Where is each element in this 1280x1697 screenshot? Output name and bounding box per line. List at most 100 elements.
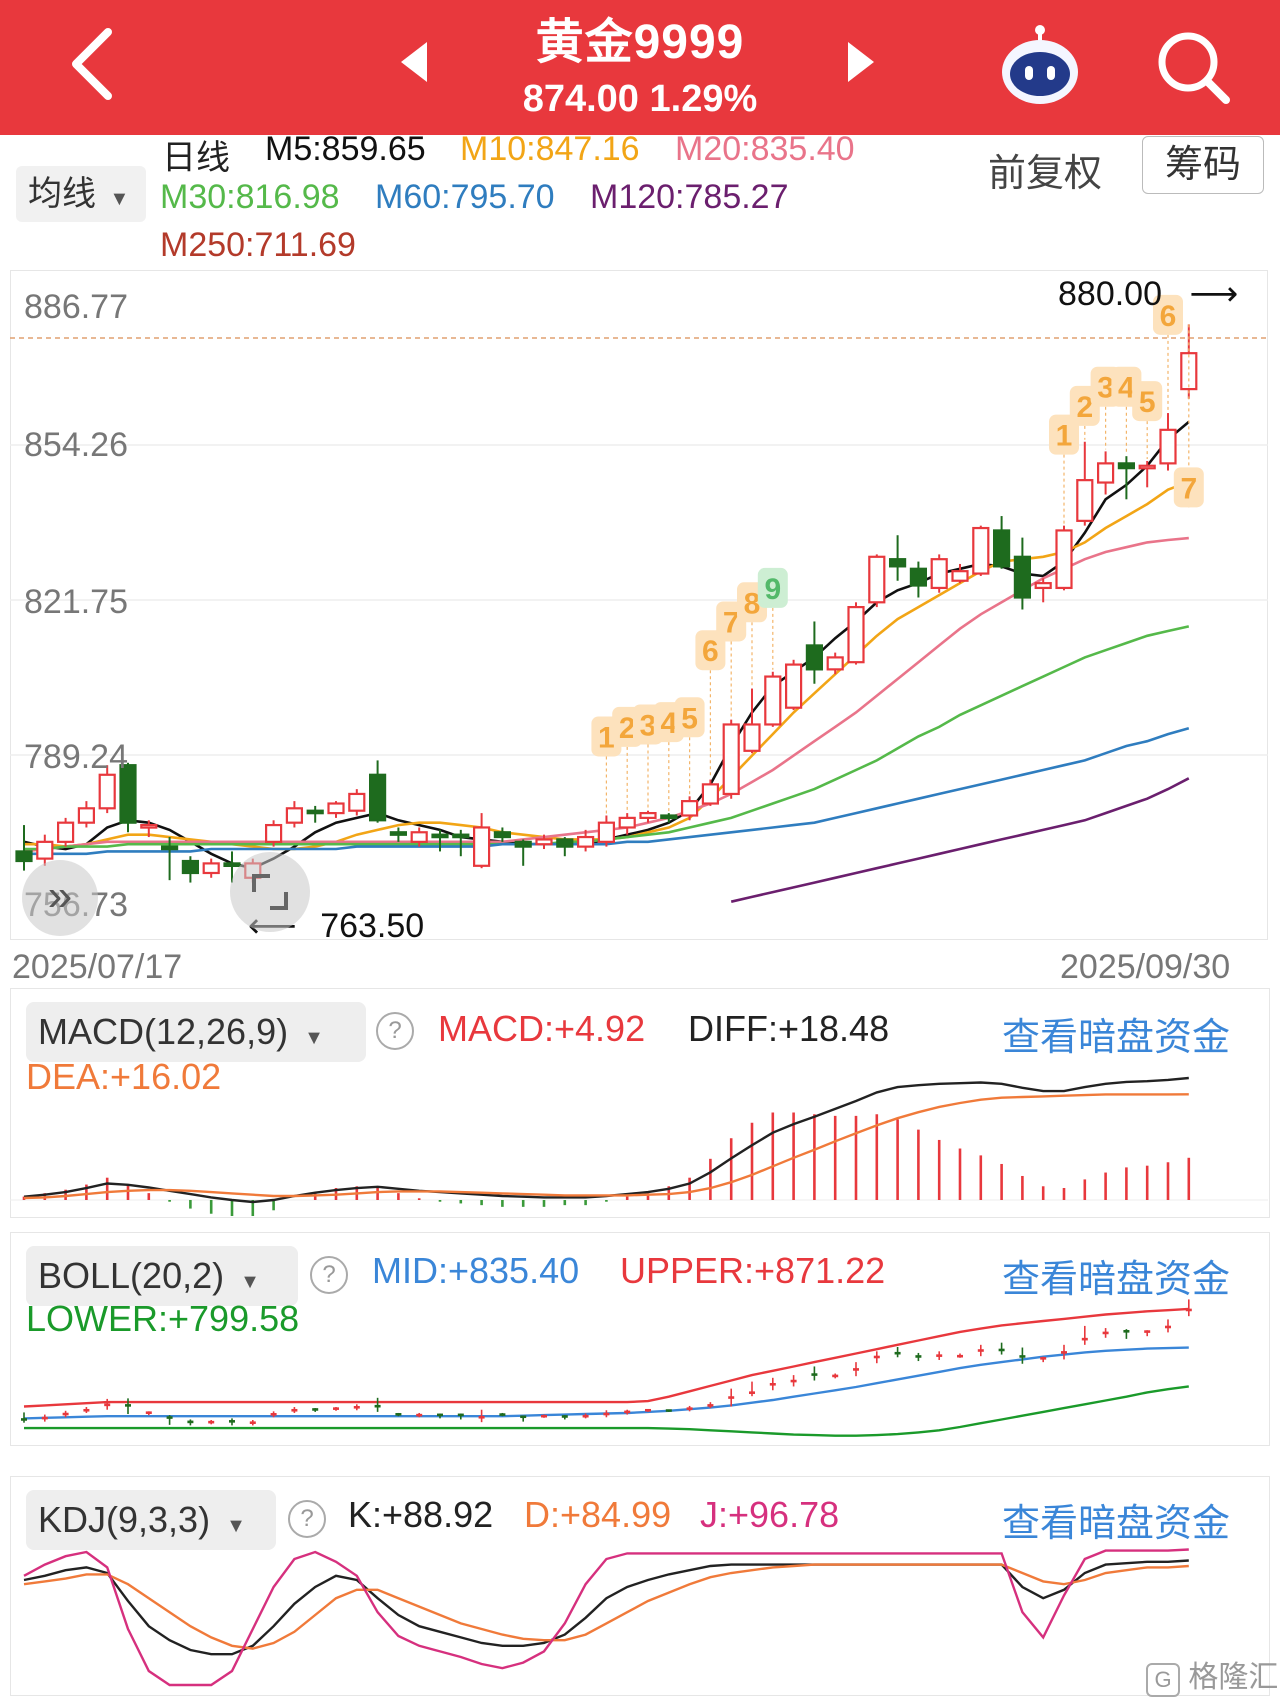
caret-down-icon: ▼ [226, 1515, 246, 1537]
boll-candle [1040, 1356, 1047, 1363]
boll-name: BOLL(20,2) [38, 1255, 225, 1296]
candle [327, 801, 345, 818]
marker-label: 9 [764, 573, 781, 606]
boll-candle [353, 1404, 360, 1411]
kdj-indicator-dropdown[interactable]: KDJ(9,3,3) ▼ [26, 1490, 276, 1550]
boll-candle [665, 1409, 672, 1412]
boll-candle [125, 1398, 131, 1415]
candle-body [868, 555, 886, 604]
boll-indicator-dropdown[interactable]: BOLL(20,2) ▼ [26, 1246, 298, 1306]
candle-body [98, 773, 116, 810]
candle-body [473, 826, 491, 867]
indicator-dropdown[interactable]: 均线 ▼ [16, 166, 146, 222]
boll-candle [249, 1419, 256, 1426]
marker-label: 7 [1180, 472, 1197, 505]
candle-body [743, 723, 761, 752]
sequence-marker: 1 [1049, 414, 1079, 524]
assistant-button[interactable] [995, 20, 1085, 110]
double-chevron-right-icon: » [47, 871, 73, 920]
candle [618, 813, 636, 835]
candle [1159, 413, 1177, 471]
candle [576, 829, 595, 852]
candle [1013, 537, 1032, 610]
sequence-marker: 5 [1132, 381, 1163, 459]
candle-body [36, 840, 54, 860]
ma-legend-m120: M120:785.27 [590, 178, 789, 216]
expand-sidebar-button[interactable]: » [22, 860, 98, 936]
boll-candle [333, 1407, 339, 1411]
fullscreen-button[interactable] [230, 852, 310, 932]
marker-badge [1153, 294, 1183, 335]
fullscreen-icon [252, 874, 288, 910]
help-icon[interactable]: ? [288, 1500, 326, 1538]
candle-body [431, 833, 449, 839]
candle [930, 554, 948, 593]
marker-label: 8 [744, 587, 761, 620]
boll-candle [41, 1414, 48, 1422]
date-end-label: 2025/09/30 [1060, 948, 1231, 986]
candle-body [618, 816, 636, 829]
boll-candle [811, 1366, 818, 1381]
macd-chart [10, 1076, 1268, 1216]
back-button[interactable] [60, 18, 130, 108]
search-button[interactable] [1148, 22, 1238, 112]
dark-pool-funds-link[interactable]: 查看暗盘资金 [1002, 1259, 1231, 1301]
candle [1117, 456, 1136, 500]
candle [369, 760, 387, 823]
dark-pool-funds-link[interactable]: 查看暗盘资金 [1002, 1017, 1231, 1059]
boll-candle [853, 1362, 859, 1377]
candle-body [1096, 462, 1115, 484]
boll-candle [21, 1412, 27, 1423]
candle-body [202, 862, 220, 875]
boll-candle [582, 1413, 589, 1419]
caret-down-icon: ▼ [304, 1027, 324, 1049]
boll-candle [478, 1409, 485, 1423]
ma-legend-m60: M60:795.70 [375, 178, 555, 216]
candle-body [1180, 352, 1198, 391]
prev-instrument-button[interactable] [395, 40, 435, 84]
search-icon [1158, 32, 1230, 104]
macd-indicator-dropdown[interactable]: MACD(12,26,9) ▼ [26, 1002, 366, 1062]
dark-pool-funds-link[interactable]: 查看暗盘资金 [1002, 1503, 1231, 1545]
candle-body [930, 558, 948, 590]
boll-mid-value: MID:+835.40 [372, 1250, 580, 1291]
boll-candle [541, 1414, 547, 1418]
candle [77, 801, 96, 828]
help-icon[interactable]: ? [376, 1012, 414, 1050]
boll-candle [894, 1346, 901, 1358]
marker-label: 1 [598, 721, 615, 754]
candle [826, 652, 844, 675]
candle [56, 817, 75, 847]
candle-body [265, 823, 283, 843]
boll-candle [645, 1408, 651, 1412]
candle-body [410, 831, 428, 843]
candle [431, 829, 449, 852]
candle-body [847, 605, 865, 664]
candle-body [556, 838, 574, 848]
next-instrument-button[interactable] [840, 40, 880, 84]
boll-candle [936, 1351, 943, 1360]
robot-icon [1002, 25, 1078, 104]
candle [1076, 441, 1094, 526]
sequence-marker: 9 [757, 567, 788, 670]
candle [535, 834, 553, 850]
kdj-d-value: D:+84.99 [524, 1494, 672, 1535]
boll-candle [457, 1413, 464, 1420]
candle-body [1034, 582, 1052, 590]
triangle-right-icon [848, 42, 874, 82]
boll-lower-value: LOWER:+799.58 [26, 1298, 300, 1339]
triangle-left-icon [401, 42, 427, 82]
ma-legend-m20: M20:835.40 [675, 130, 855, 168]
kdj-name: KDJ(9,3,3) [38, 1499, 211, 1540]
help-icon[interactable]: ? [310, 1256, 348, 1294]
candle [119, 762, 137, 833]
boll-candle [728, 1388, 735, 1407]
candle [98, 765, 116, 814]
sequence-marker: 6 [695, 630, 726, 778]
boll-candle [1081, 1325, 1088, 1345]
chips-button[interactable]: 筹码 [1142, 136, 1264, 194]
candle-body [369, 773, 387, 822]
adjust-mode-button[interactable]: 前复权 [988, 153, 1103, 195]
candle [1096, 451, 1115, 495]
